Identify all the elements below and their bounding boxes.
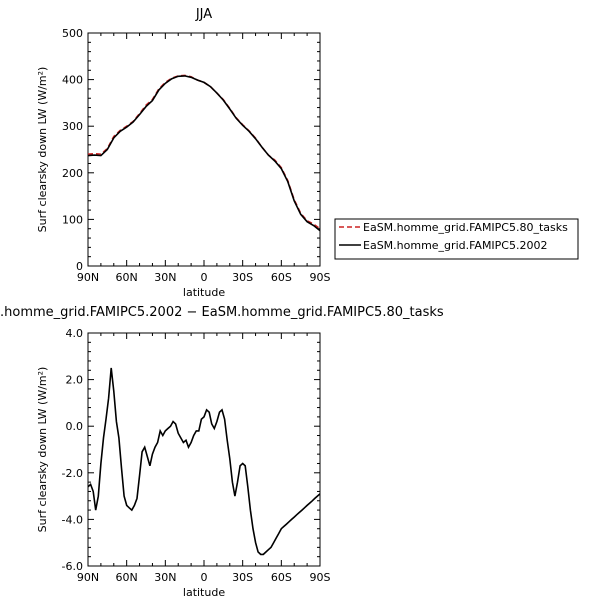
y-tick-label: 100 [62, 213, 83, 226]
y-tick-label: 300 [62, 120, 83, 133]
x-tick-label: 90S [310, 571, 331, 584]
x-tick-label: 30N [154, 271, 176, 284]
plot-frame [87, 32, 321, 267]
x-tick-label: 90S [310, 271, 331, 284]
y-axis-label: Surf clearsky down LW (W/m²) [36, 367, 49, 533]
series-line [87, 75, 321, 232]
legend-entry: EaSM.homme_grid.FAMIPC5.80_tasks [363, 221, 568, 234]
x-axis-label: latitude [183, 586, 225, 599]
y-tick-label: -4.0 [62, 513, 83, 526]
y-tick-label: 2.0 [66, 374, 84, 387]
series-line [87, 74, 321, 230]
y-tick-label: 200 [62, 167, 83, 180]
x-tick-label: 60S [271, 271, 292, 284]
x-tick-label: 60S [271, 571, 292, 584]
y-tick-label: 4.0 [66, 327, 84, 340]
y-tick-label: -2.0 [62, 467, 83, 480]
y-tick-label: 0.0 [66, 420, 84, 433]
x-tick-label: 60N [116, 271, 138, 284]
y-tick-label: 0 [76, 260, 83, 273]
x-tick-label: 30S [232, 271, 253, 284]
x-tick-label: 90N [77, 271, 99, 284]
x-axis-label: latitude [183, 286, 225, 299]
chart-title: JJA [195, 7, 212, 22]
x-tick-label: 60N [116, 571, 138, 584]
y-axis-label: Surf clearsky down LW (W/m²) [36, 67, 49, 233]
y-tick-label: -6.0 [62, 560, 83, 573]
y-tick-label: 500 [62, 27, 83, 40]
legend-box [334, 218, 579, 260]
x-tick-label: 0 [201, 571, 208, 584]
x-tick-label: 30S [232, 571, 253, 584]
y-tick-label: 400 [62, 74, 83, 87]
series-line [87, 367, 321, 556]
legend-entry: EaSM.homme_grid.FAMIPC5.2002 [363, 239, 547, 252]
x-tick-label: 0 [201, 271, 208, 284]
x-tick-label: 90N [77, 571, 99, 584]
x-tick-label: 30N [154, 571, 176, 584]
plot-frame [87, 332, 321, 567]
chart-title: EaSM.homme_grid.FAMIPC5.2002 − EaSM.homm… [0, 305, 444, 320]
